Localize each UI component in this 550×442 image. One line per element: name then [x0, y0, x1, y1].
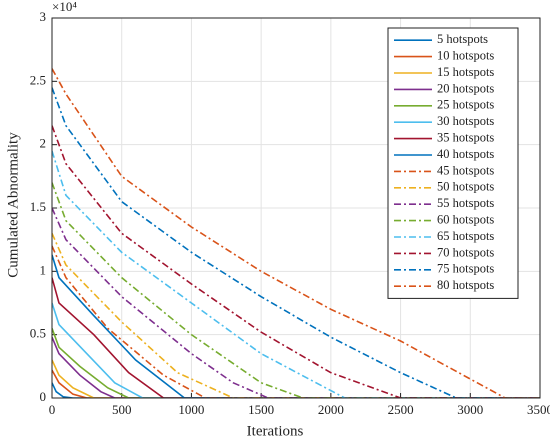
x-tick-label: 3500 [527, 402, 550, 417]
legend-label: 20 hotspots [437, 81, 494, 95]
legend-label: 80 hotspots [437, 278, 494, 292]
series-line [52, 125, 540, 398]
series-line [52, 182, 540, 398]
legend-label: 15 hotspots [437, 65, 494, 79]
legend-label: 50 hotspots [437, 180, 494, 194]
x-tick-label: 0 [49, 402, 56, 417]
series-line [52, 245, 540, 398]
legend-label: 60 hotspots [437, 212, 494, 226]
y-tick-label: 2.5 [30, 72, 46, 87]
y-tick-label: 3 [40, 9, 47, 24]
y-multiplier: ×10⁴ [52, 0, 77, 14]
y-tick-label: 1 [40, 262, 47, 277]
legend-label: 55 hotspots [437, 196, 494, 210]
x-tick-label: 1000 [178, 402, 204, 417]
legend-label: 75 hotspots [437, 262, 494, 276]
legend-label: 70 hotspots [437, 245, 494, 259]
y-tick-label: 1.5 [30, 199, 46, 214]
series-line [52, 254, 540, 398]
legend-label: 25 hotspots [437, 98, 494, 112]
series-line [52, 68, 540, 398]
legend-label: 40 hotspots [437, 147, 494, 161]
legend-label: 45 hotspots [437, 163, 494, 177]
series-line [52, 359, 540, 398]
series-line [52, 87, 540, 398]
x-tick-label: 2500 [388, 402, 414, 417]
series-line [52, 150, 540, 398]
y-tick-label: 2 [40, 136, 47, 151]
series-line [52, 336, 540, 398]
legend-label: 30 hotspots [437, 114, 494, 128]
x-tick-label: 2000 [318, 402, 344, 417]
x-axis-label: Iterations [247, 423, 304, 439]
y-tick-label: 0 [40, 389, 47, 404]
series-line [52, 328, 540, 398]
y-tick-label: 0.5 [30, 326, 46, 341]
series-line [52, 302, 540, 398]
y-axis-label: Cumulated Abnormality [5, 132, 21, 278]
series-line [52, 207, 540, 398]
legend-label: 5 hotspots [437, 32, 488, 46]
series-line [52, 233, 540, 398]
x-tick-label: 500 [112, 402, 132, 417]
x-tick-label: 1500 [248, 402, 274, 417]
legend-label: 10 hotspots [437, 48, 494, 62]
legend-label: 65 hotspots [437, 229, 494, 243]
series-line [52, 277, 540, 398]
x-tick-label: 3000 [457, 402, 483, 417]
series-line [52, 369, 540, 398]
plot-lines [52, 68, 540, 398]
series-line [52, 382, 540, 398]
plot-frame [51, 17, 541, 399]
legend-label: 35 hotspots [437, 130, 494, 144]
